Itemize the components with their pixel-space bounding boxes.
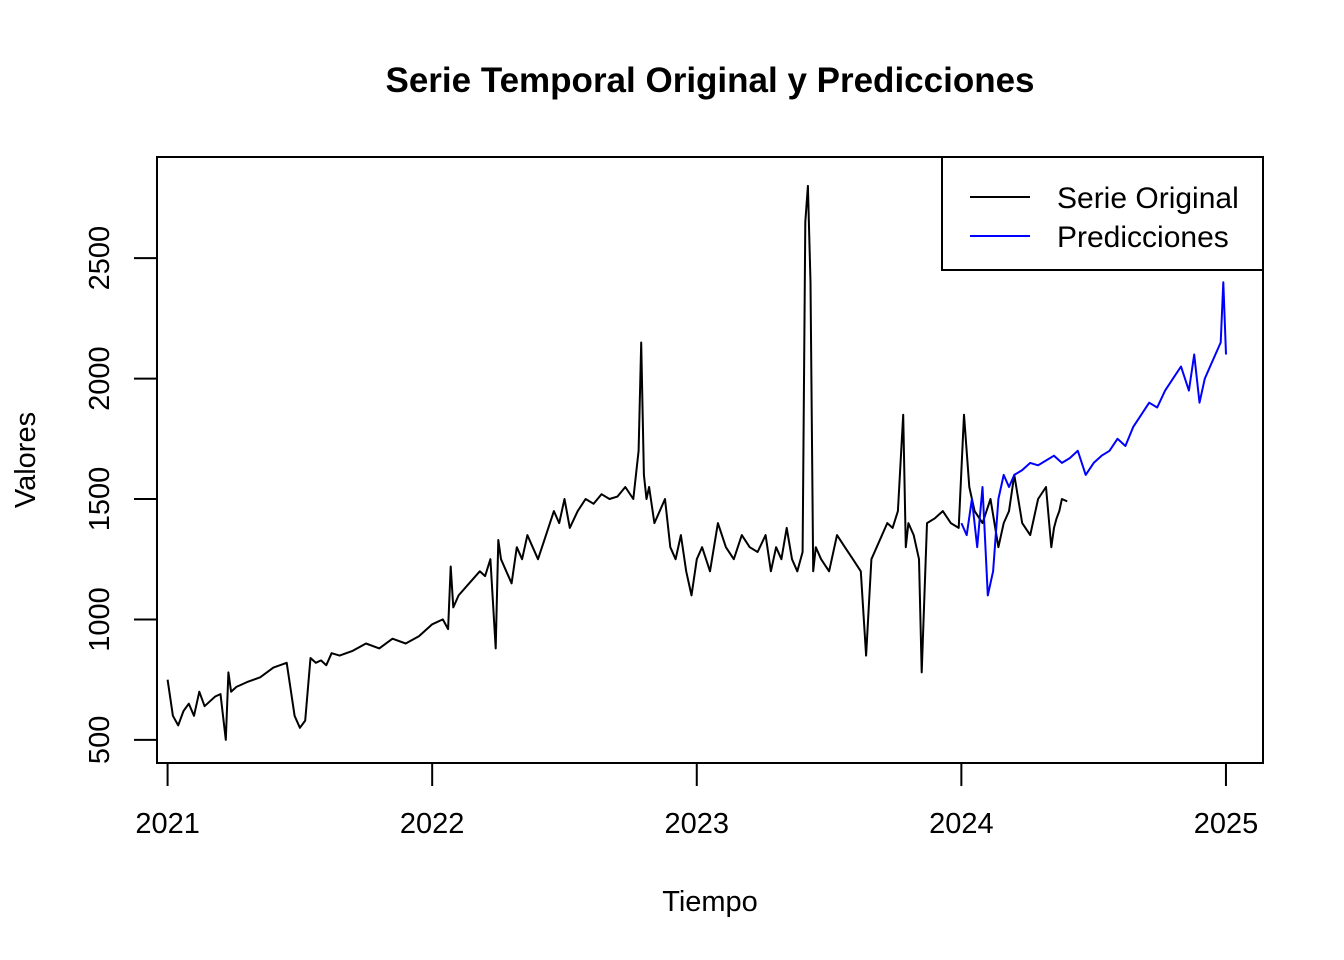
series-line-predicciones (960, 281, 1227, 597)
y-tick-label: 500 (84, 716, 116, 764)
legend: Serie Original Predicciones (941, 156, 1264, 271)
x-axis-label: Tiempo (662, 886, 758, 918)
x-tick-label: 2024 (929, 808, 994, 840)
y-tick-label: 1000 (84, 587, 116, 652)
legend-label-predicciones: Predicciones (1057, 221, 1229, 254)
y-tick-label: 2500 (84, 226, 116, 291)
x-axis: 2021 2022 2023 2024 2025 (135, 762, 1259, 840)
y-axis: 500 1000 1500 2000 2500 (84, 226, 159, 764)
legend-box (941, 156, 1264, 271)
x-tick-label: 2021 (135, 808, 200, 840)
y-axis-label: Valores (10, 412, 42, 508)
legend-label-serie-original: Serie Original (1057, 182, 1239, 215)
x-tick-label: 2025 (1194, 808, 1259, 840)
chart-title: Serie Temporal Original y Predicciones (385, 61, 1034, 100)
x-tick-label: 2023 (665, 808, 730, 840)
y-tick-label: 2000 (84, 346, 116, 411)
series-line-serie-original (166, 184, 1068, 741)
y-tick-label: 1500 (84, 467, 116, 532)
series-layer (166, 184, 1227, 741)
x-tick-label: 2022 (400, 808, 465, 840)
